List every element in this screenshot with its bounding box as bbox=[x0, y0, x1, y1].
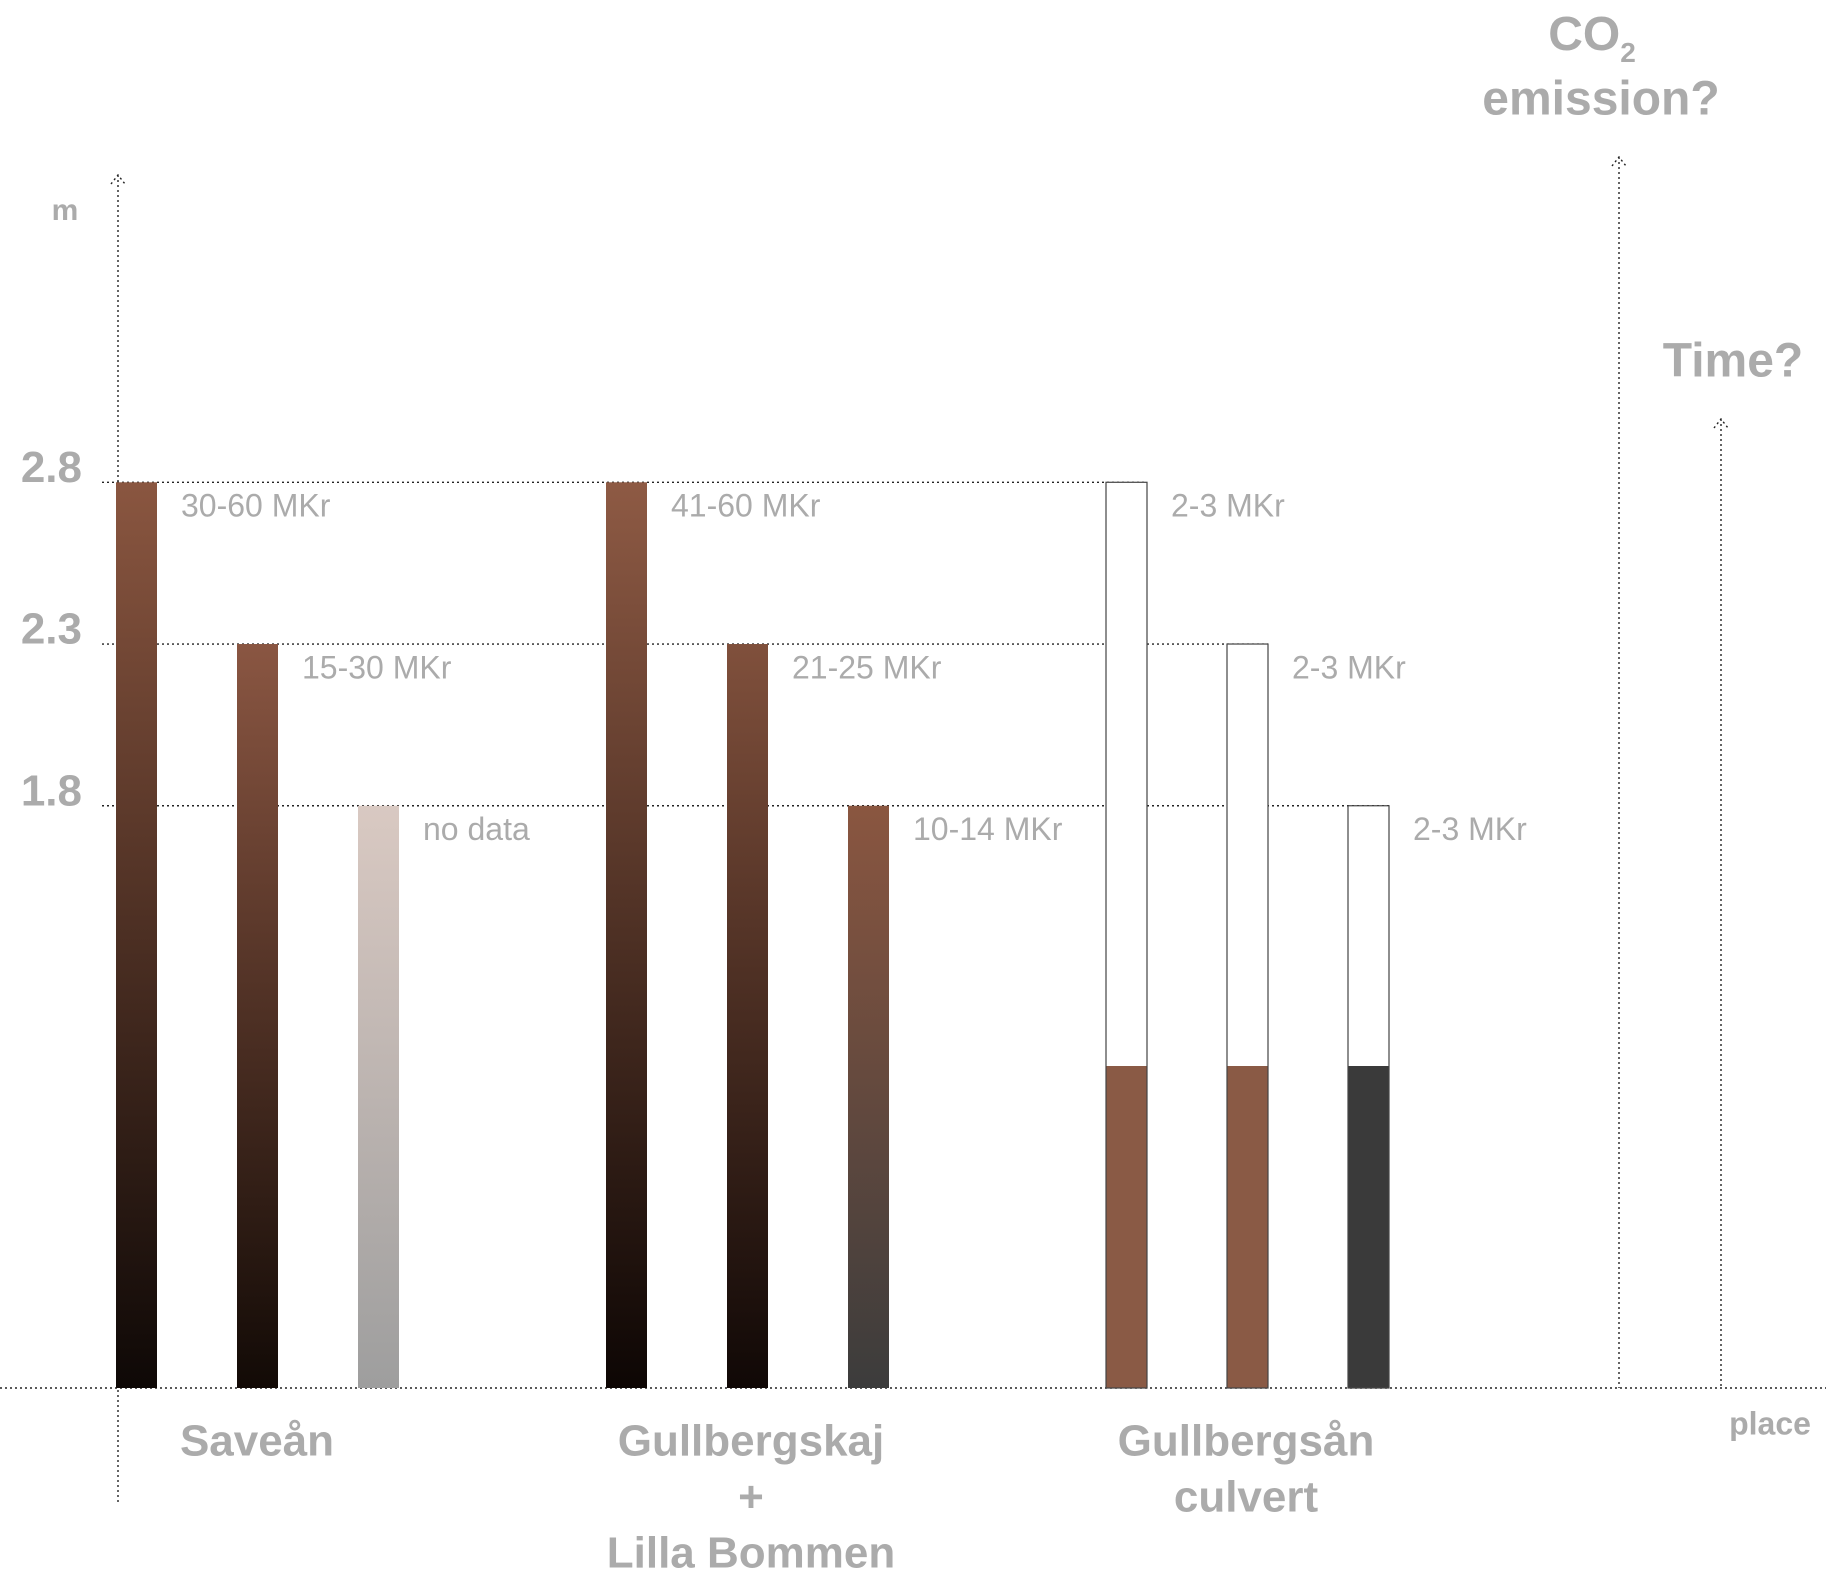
bar bbox=[1106, 482, 1147, 1388]
value-label: 2-3 MKr bbox=[1413, 811, 1527, 847]
bar bbox=[848, 806, 889, 1388]
chart: m place CO2 emission? Time? 2.8 2.3 1.8 30-… bbox=[0, 0, 1826, 1573]
time-label: Time? bbox=[1663, 335, 1803, 388]
group-label: Gullbergsån bbox=[1118, 1417, 1375, 1466]
co2-label-line2: emission? bbox=[1482, 73, 1719, 126]
value-label: 41-60 MKr bbox=[671, 488, 821, 524]
co2-axis bbox=[1612, 157, 1626, 1388]
value-label: 2-3 MKr bbox=[1292, 649, 1406, 685]
value-label: 2-3 MKr bbox=[1171, 488, 1285, 524]
value-label: no data bbox=[423, 811, 530, 847]
y-tick-label: 2.8 bbox=[21, 443, 82, 492]
x-axis-label: place bbox=[1729, 1405, 1811, 1441]
group-label: culvert bbox=[1174, 1473, 1319, 1522]
value-label: 30-60 MKr bbox=[181, 488, 331, 524]
bar bbox=[237, 644, 278, 1388]
bar bbox=[727, 644, 768, 1388]
group-label: Lilla Bommen bbox=[607, 1529, 896, 1573]
bar bbox=[1348, 806, 1389, 1388]
group-label: + bbox=[738, 1473, 764, 1522]
bar bbox=[358, 806, 399, 1388]
bar bbox=[1227, 644, 1268, 1388]
co2-text: CO bbox=[1548, 8, 1620, 61]
value-label: 21-25 MKr bbox=[792, 649, 942, 685]
time-axis bbox=[1714, 419, 1728, 1388]
co2-label: CO2 bbox=[1548, 8, 1636, 69]
bar bbox=[606, 482, 647, 1388]
page: m place CO2 emission? Time? 2.8 2.3 1.8 30-… bbox=[0, 0, 1826, 1573]
value-label: 15-30 MKr bbox=[302, 649, 452, 685]
y-tick-label: 1.8 bbox=[21, 766, 82, 815]
co2-subscript: 2 bbox=[1620, 37, 1636, 68]
value-label: 10-14 MKr bbox=[913, 811, 1063, 847]
y-axis-label: m bbox=[52, 194, 79, 227]
bar bbox=[116, 482, 157, 1388]
group-label: Saveån bbox=[180, 1417, 334, 1466]
y-tick-label: 2.3 bbox=[21, 605, 82, 654]
group-label: Gullbergskaj bbox=[618, 1417, 885, 1466]
